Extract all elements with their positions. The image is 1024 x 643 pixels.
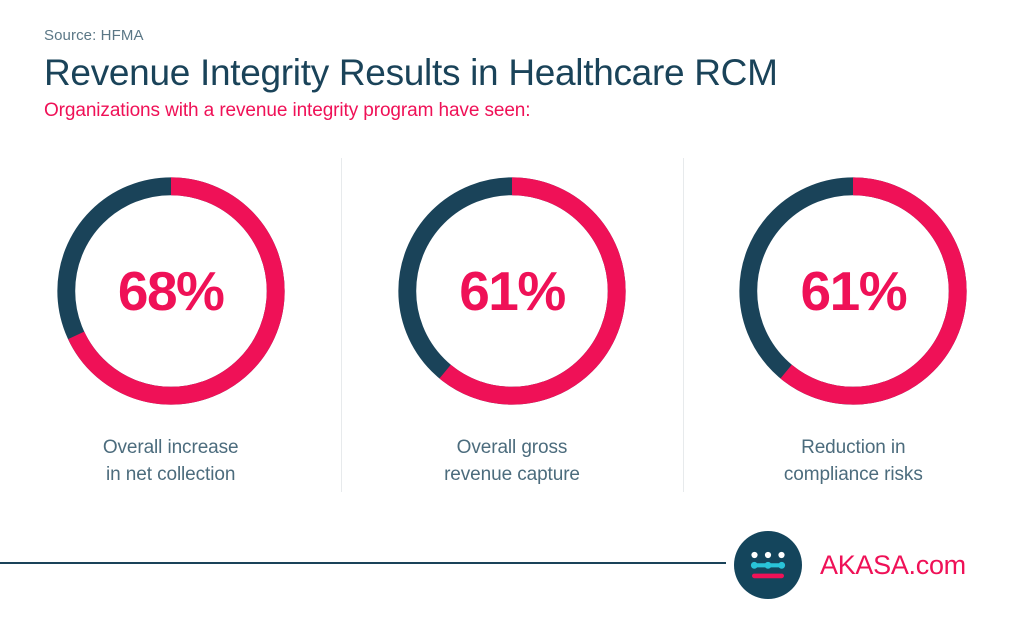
donut-value-label-2: 61% [459, 260, 566, 322]
stat-caption-1-line2: in net collection [106, 464, 236, 485]
donut-value-arc-2 [398, 177, 626, 405]
donut-chart-3-svg [739, 177, 967, 405]
donut-value-arc-1 [57, 177, 285, 405]
stat-caption-1-line1: Overall increase [102, 437, 239, 458]
stat-column-3: 61% Reduction in compliance risks [682, 158, 1024, 494]
source-label: Source: HFMA [44, 27, 144, 44]
footer-brand[interactable]: AKASA.com [734, 531, 966, 599]
footer-divider [0, 562, 726, 564]
page-subtitle: Organizations with a revenue integrity p… [44, 100, 531, 121]
stat-caption-2-line1: Overall gross [456, 437, 568, 458]
donut-chart-2-svg [398, 177, 626, 405]
brand-label[interactable]: AKASA.com [820, 549, 966, 580]
stat-caption-3-line1: Reduction in [801, 437, 906, 458]
akasa-logo-icon[interactable] [734, 531, 802, 599]
stat-column-2: 61% Overall gross revenue capture [341, 158, 682, 494]
donut-value-label-1: 68% [117, 260, 225, 322]
stat-caption-3-line2: compliance risks [783, 464, 923, 485]
stat-caption-3: Reduction in compliance risks [784, 434, 923, 488]
donut-value-label-3: 61% [800, 260, 908, 322]
donut-chart-1-svg [57, 177, 285, 405]
stat-column-1: 68% Overall increase in net collection [0, 158, 341, 494]
donut-value-arc-3 [739, 177, 967, 405]
stat-caption-2-line2: revenue capture [444, 464, 580, 485]
stat-caption-2: Overall gross revenue capture [444, 434, 580, 488]
stats-row: 68% Overall increase in net collection 6… [0, 158, 1024, 494]
akasa-logo-mark-svg [750, 551, 786, 579]
donut-chart-2: 61% [393, 172, 631, 410]
stat-caption-1: Overall increase in net collection [103, 434, 239, 488]
header: Source: HFMA Revenue Integrity Results i… [44, 26, 984, 124]
donut-chart-3: 61% [734, 172, 972, 410]
donut-chart-1: 68% [52, 172, 290, 410]
page-title: Revenue Integrity Results in Healthcare … [44, 52, 778, 93]
